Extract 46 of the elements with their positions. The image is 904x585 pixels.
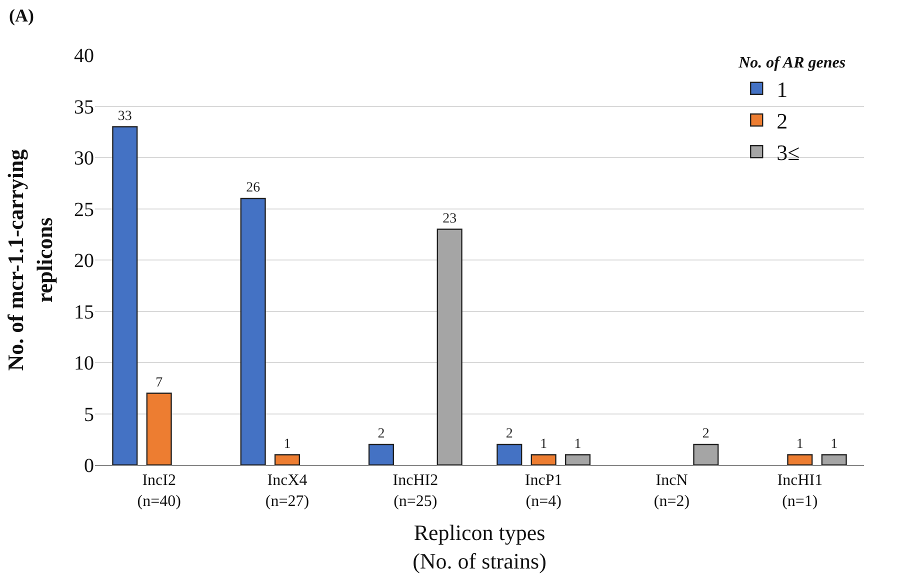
data-label: 1 [830,436,838,452]
legend-label: 3≤ [776,140,800,166]
x-tick-label: IncHI2 (n=25) [392,472,438,510]
data-label: 2 [506,426,513,442]
data-label: 26 [246,180,260,196]
bar [821,454,847,465]
data-label: 2 [702,426,710,442]
bar [368,444,394,465]
y-tick-label: 10 [74,352,94,374]
x-tick-label: IncX4 (n=27) [265,472,310,510]
x-tick-label: IncP1 (n=4) [524,472,562,510]
data-label: 1 [284,436,291,452]
x-tick-label: IncI2 (n=40) [137,472,181,510]
bar [496,444,522,465]
y-tick-label: 20 [74,250,94,272]
y-tick-label: 0 [84,455,94,477]
data-label: 7 [156,375,163,390]
y-tick-label: 40 [74,45,94,67]
bar [436,228,462,465]
x-tick-label: IncHI1 (n=1) [777,472,823,510]
x-tick-label: IncN (n=2) [654,472,690,510]
y-tick-label: 35 [74,96,94,118]
chart-title: (A) [9,5,34,26]
data-label: 1 [540,436,548,452]
legend-label: 1 [776,76,788,102]
y-tick-label: 30 [74,148,94,170]
legend-title: No. of AR genes [738,54,846,72]
bar [787,454,813,465]
data-label: 23 [442,211,457,226]
y-tick-label: 5 [84,404,94,426]
bar [240,198,266,465]
bar [274,454,300,465]
data-label: 33 [118,108,132,124]
y-tick-label: 25 [74,198,94,221]
data-label: 1 [796,436,804,452]
bar [530,454,556,465]
data-label: 1 [574,436,582,452]
data-label: 2 [378,426,385,442]
bar [112,126,138,465]
x-axis-title: Replicon types (No. of strains) [412,520,546,574]
legend-label: 2 [776,108,788,134]
bar [146,392,172,465]
bar [564,454,591,465]
bar [693,444,719,465]
y-tick-label: 15 [74,301,94,324]
y-axis-title: No. of mcr-1.1-carrying replicons [3,149,57,371]
